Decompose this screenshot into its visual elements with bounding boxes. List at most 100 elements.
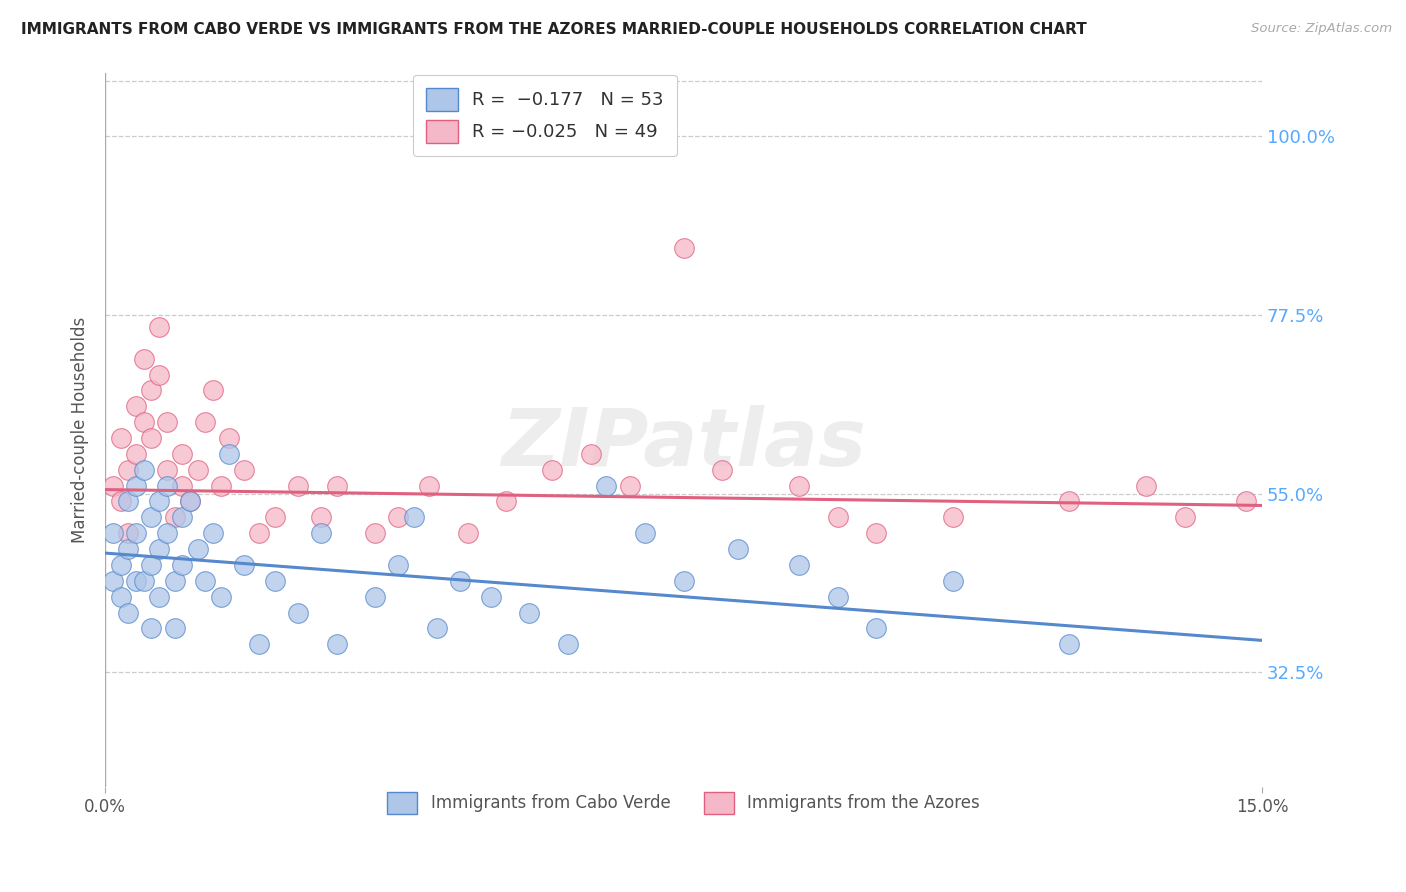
Text: Source: ZipAtlas.com: Source: ZipAtlas.com (1251, 22, 1392, 36)
Point (727, 542, 749, 557)
Point (110, 494, 132, 508)
Point (426, 622, 449, 636)
Text: ZIPatlas: ZIPatlas (501, 405, 866, 483)
Point (711, 463, 734, 477)
Point (172, 510, 194, 524)
Point (125, 447, 148, 461)
Point (942, 574, 965, 588)
Point (1135, 478, 1157, 492)
Point (148, 542, 170, 557)
Point (163, 574, 186, 588)
Point (125, 399, 148, 413)
Point (179, 494, 201, 508)
Point (672, 241, 695, 255)
Point (202, 526, 225, 541)
Point (156, 415, 179, 429)
Point (194, 574, 217, 588)
Point (517, 606, 540, 620)
Point (387, 510, 409, 524)
Point (187, 542, 209, 557)
Point (619, 478, 641, 492)
Point (172, 447, 194, 461)
Point (163, 510, 186, 524)
Point (141, 622, 163, 636)
Point (110, 431, 132, 445)
Point (141, 384, 163, 398)
Point (101, 526, 124, 541)
Point (209, 590, 232, 604)
Point (202, 384, 225, 398)
Point (233, 463, 256, 477)
Point (672, 574, 695, 588)
Point (557, 637, 579, 651)
Point (132, 415, 155, 429)
Point (148, 590, 170, 604)
Point (249, 637, 271, 651)
Point (172, 478, 194, 492)
Point (263, 510, 285, 524)
Point (579, 447, 602, 461)
Point (156, 526, 179, 541)
Point (309, 526, 332, 541)
Point (209, 478, 232, 492)
Point (787, 478, 810, 492)
Point (325, 478, 347, 492)
Point (117, 526, 139, 541)
Point (325, 637, 347, 651)
Point (148, 368, 170, 382)
Point (364, 590, 387, 604)
Point (309, 510, 332, 524)
Point (827, 590, 849, 604)
Point (141, 510, 163, 524)
Point (287, 478, 309, 492)
Point (595, 478, 617, 492)
Point (218, 431, 240, 445)
Point (148, 319, 170, 334)
Point (1057, 494, 1080, 508)
Point (132, 463, 155, 477)
Point (479, 590, 502, 604)
Text: IMMIGRANTS FROM CABO VERDE VS IMMIGRANTS FROM THE AZORES MARRIED-COUPLE HOUSEHOL: IMMIGRANTS FROM CABO VERDE VS IMMIGRANTS… (21, 22, 1087, 37)
Point (117, 494, 139, 508)
Point (942, 510, 965, 524)
Point (125, 478, 148, 492)
Point (125, 574, 148, 588)
Point (865, 622, 887, 636)
Point (1174, 510, 1197, 524)
Point (402, 510, 425, 524)
Point (117, 542, 139, 557)
Point (110, 590, 132, 604)
Point (495, 494, 517, 508)
Y-axis label: Married-couple Households: Married-couple Households (72, 317, 89, 543)
Point (218, 447, 240, 461)
Point (457, 526, 479, 541)
Point (194, 415, 217, 429)
Point (101, 574, 124, 588)
Point (110, 558, 132, 572)
Point (117, 606, 139, 620)
Point (387, 558, 409, 572)
Legend: Immigrants from Cabo Verde, Immigrants from the Azores: Immigrants from Cabo Verde, Immigrants f… (375, 780, 991, 825)
Point (827, 510, 849, 524)
Point (187, 463, 209, 477)
Point (263, 574, 285, 588)
Point (287, 606, 309, 620)
Point (634, 526, 657, 541)
Point (132, 574, 155, 588)
Point (156, 478, 179, 492)
Point (179, 494, 201, 508)
Point (132, 351, 155, 366)
Point (125, 526, 148, 541)
Point (163, 622, 186, 636)
Point (156, 463, 179, 477)
Point (1057, 637, 1080, 651)
Point (148, 494, 170, 508)
Point (1265, 716, 1288, 731)
Point (1236, 494, 1258, 508)
Point (141, 431, 163, 445)
Point (418, 478, 440, 492)
Point (101, 478, 124, 492)
Point (449, 574, 471, 588)
Point (249, 526, 271, 541)
Point (172, 558, 194, 572)
